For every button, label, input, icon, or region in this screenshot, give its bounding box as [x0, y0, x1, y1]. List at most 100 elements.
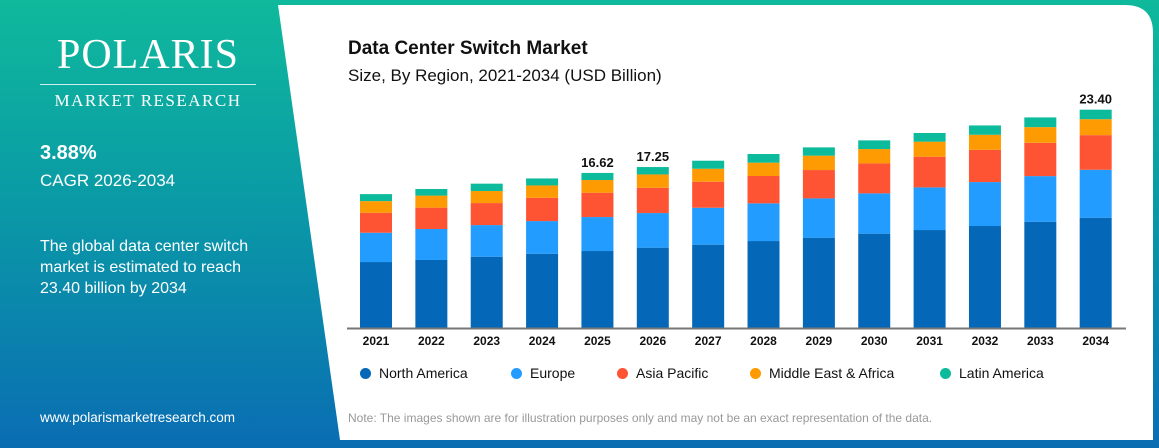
bar-segment-2034-0 [1079, 217, 1112, 328]
bar-segment-2024-3 [526, 185, 559, 198]
bar-segment-2028-3 [747, 162, 780, 177]
bar-segment-2026-3 [636, 174, 669, 188]
bar-segment-2031-4 [913, 133, 946, 142]
bar-segment-2034-1 [1079, 169, 1112, 218]
data-label: 16.62 [581, 155, 614, 170]
x-tick-label: 2024 [529, 334, 556, 348]
polaris-logo: POLARIS MARKET RESEARCH [40, 32, 256, 111]
bar-segment-2023-3 [470, 191, 503, 204]
bar-segment-2029-4 [802, 147, 835, 156]
bar-segment-2028-4 [747, 153, 780, 163]
bar-segment-2034-3 [1079, 119, 1112, 136]
legend-label: North America [379, 365, 468, 381]
bar-segment-2025-0 [581, 251, 614, 328]
legend-label: Asia Pacific [636, 365, 709, 381]
bar-segment-2030-3 [858, 149, 891, 164]
bar-segment-2022-1 [415, 229, 448, 260]
bar-segment-2034-2 [1079, 135, 1112, 170]
bar-segment-2029-2 [802, 170, 835, 199]
bar-segment-2032-0 [968, 226, 1001, 328]
x-tick-label: 2031 [916, 334, 943, 348]
website-link[interactable]: www.polarismarketresearch.com [40, 410, 236, 425]
legend-dot-icon [360, 367, 371, 379]
cagr-value: 3.88% [40, 142, 97, 164]
bar-segment-2023-0 [470, 256, 503, 328]
bar-segment-2026-2 [636, 187, 669, 214]
bar-segment-2026-0 [636, 247, 669, 328]
legend-dot-icon [750, 367, 761, 379]
bar-segment-2032-4 [968, 125, 1001, 135]
bar-segment-2027-0 [692, 244, 725, 328]
x-tick-label: 2027 [695, 334, 722, 348]
legend-dot-icon [617, 367, 628, 379]
x-tick-label: 2023 [473, 334, 500, 348]
bar-segment-2033-0 [1024, 221, 1057, 328]
bar-segment-2022-4 [415, 188, 448, 196]
bar-segment-2032-3 [968, 134, 1001, 150]
x-tick-label: 2029 [806, 334, 833, 348]
bar-segment-2030-2 [858, 163, 891, 194]
bar-segment-2029-0 [802, 237, 835, 328]
bar-segment-2030-1 [858, 193, 891, 234]
bar-segment-2032-2 [968, 149, 1001, 183]
bar-segment-2027-2 [692, 181, 725, 208]
bar-segment-2024-4 [526, 178, 559, 186]
legend-item: North America [360, 365, 468, 381]
bar-segment-2030-0 [858, 233, 891, 328]
bar-segment-2025-4 [581, 172, 614, 181]
bar-segment-2021-0 [360, 262, 392, 328]
data-label: 23.40 [1079, 92, 1112, 107]
bar-segment-2033-3 [1024, 127, 1057, 143]
bar-segment-2026-1 [636, 213, 669, 248]
bar-segment-2033-2 [1024, 142, 1057, 177]
x-tick-label: 2034 [1082, 334, 1109, 348]
bar-segment-2031-1 [913, 187, 946, 231]
bar-segment-2028-0 [747, 241, 780, 328]
bar-segment-2022-0 [415, 259, 448, 328]
bar-segment-2021-3 [360, 201, 392, 213]
chart-subtitle: Size, By Region, 2021-2034 (USD Billion) [348, 66, 662, 85]
bar-segment-2021-4 [360, 194, 392, 202]
bar-segment-2021-2 [360, 212, 392, 233]
cagr-label: CAGR 2026-2034 [40, 171, 176, 190]
chart-title: Data Center Switch Market [348, 38, 588, 59]
bar-segment-2024-2 [526, 197, 559, 222]
logo-divider [40, 84, 256, 85]
legend-item: Europe [511, 365, 575, 381]
bar-segment-2023-2 [470, 203, 503, 226]
bar-segment-2029-1 [802, 198, 835, 238]
x-tick-label: 2022 [418, 334, 445, 348]
bar-segment-2025-1 [581, 217, 614, 252]
x-tick-label: 2032 [972, 334, 999, 348]
bar-segment-2028-1 [747, 203, 780, 242]
bar-segment-2024-1 [526, 221, 559, 254]
bar-segment-2028-2 [747, 176, 780, 204]
bar-segment-2031-3 [913, 141, 946, 157]
bar-segment-2022-3 [415, 195, 448, 208]
bar-segment-2021-1 [360, 232, 392, 263]
bar-segment-2031-2 [913, 156, 946, 188]
bar-segment-2027-3 [692, 168, 725, 182]
bar-segment-2026-4 [636, 167, 669, 175]
bar-segment-2027-4 [692, 160, 725, 169]
x-tick-label: 2025 [584, 334, 611, 348]
bar-segment-2030-4 [858, 140, 891, 150]
bar-segment-2024-0 [526, 253, 559, 328]
x-tick-label: 2033 [1027, 334, 1054, 348]
x-tick-label: 2026 [639, 334, 666, 348]
bar-segment-2033-4 [1024, 117, 1057, 128]
legend-label: Middle East & Africa [769, 365, 895, 381]
disclaimer-note: Note: The images shown are for illustrat… [348, 411, 933, 425]
bar-segment-2034-4 [1079, 109, 1112, 120]
bar-segment-2025-3 [581, 180, 614, 193]
logo-tagline: MARKET RESEARCH [54, 91, 242, 110]
legend-item: Asia Pacific [617, 365, 708, 381]
legend-item: Latin America [940, 365, 1044, 381]
bar-segment-2033-1 [1024, 176, 1057, 222]
data-label: 17.25 [637, 149, 670, 164]
bar-segment-2031-0 [913, 230, 946, 328]
bar-segment-2022-2 [415, 207, 448, 230]
legend-dot-icon [511, 367, 522, 379]
legend-dot-icon [940, 367, 951, 379]
